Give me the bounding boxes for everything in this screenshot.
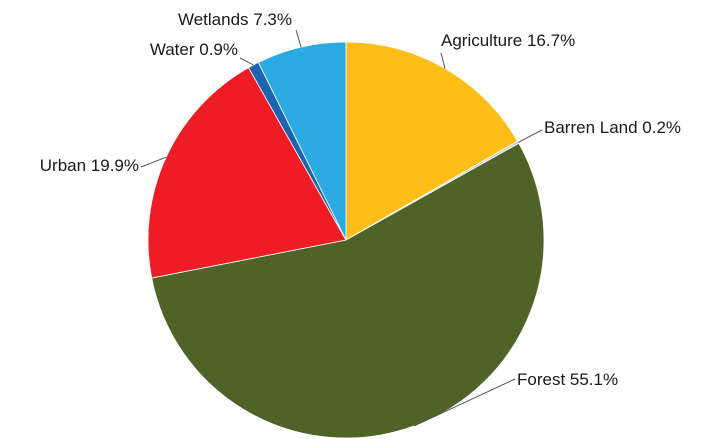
label-water: Water 0.9% — [150, 40, 238, 59]
label-wetlands: Wetlands 7.3% — [178, 10, 292, 29]
leader-line-agriculture — [440, 52, 446, 69]
leader-line-urban — [140, 156, 167, 168]
leader-line-wetlands — [295, 29, 302, 48]
leader-lines — [140, 29, 543, 427]
slice-urban — [147, 67, 347, 279]
leader-line-barren-land — [517, 129, 543, 143]
label-urban: Urban 19.9% — [40, 156, 139, 175]
label-agriculture: Agriculture 16.7% — [441, 31, 575, 50]
label-forest: Forest 55.1% — [517, 370, 618, 389]
leader-line-forest — [413, 378, 516, 427]
slice-labels: Agriculture 16.7% Barren Land 0.2% Forest … — [40, 10, 681, 389]
pie-slices — [147, 41, 545, 439]
leader-line-water — [239, 57, 254, 66]
label-barren-land: Barren Land 0.2% — [544, 118, 681, 137]
